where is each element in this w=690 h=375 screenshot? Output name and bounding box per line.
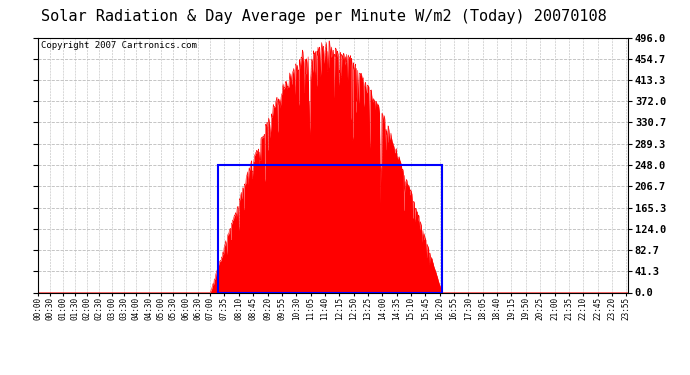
Text: Copyright 2007 Cartronics.com: Copyright 2007 Cartronics.com [41,41,197,50]
Bar [218,165,442,292]
Text: Solar Radiation & Day Average per Minute W/m2 (Today) 20070108: Solar Radiation & Day Average per Minute… [41,9,607,24]
